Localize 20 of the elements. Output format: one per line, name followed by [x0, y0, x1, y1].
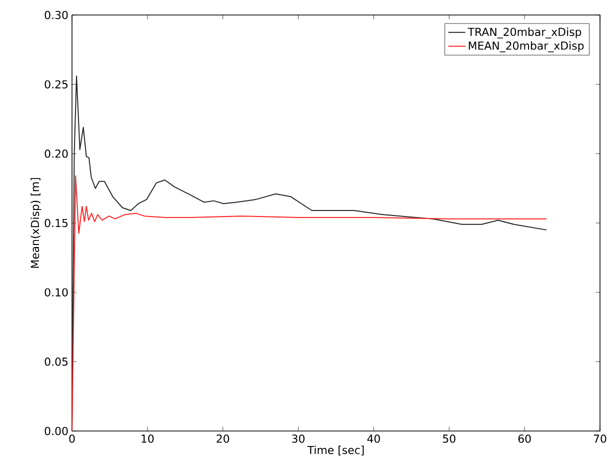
- x-tick-label: 0: [69, 434, 75, 443]
- x-axis-title: Time [sec]: [307, 446, 364, 456]
- y-axis-title: Mean(xDisp) [m]: [30, 178, 42, 268]
- y-tick-label: 0.20: [44, 150, 68, 158]
- x-tick-label: 70: [594, 434, 606, 443]
- legend-label: TRAN_20mbar_xDisp: [468, 28, 582, 38]
- x-tick-label: 40: [367, 434, 380, 443]
- y-tick-label: 0.25: [44, 80, 68, 88]
- x-tick-label: 20: [216, 434, 230, 443]
- x-tick-label: 50: [443, 434, 456, 443]
- y-tick-label: 0.05: [44, 358, 68, 366]
- x-tick-label: 60: [518, 434, 531, 443]
- legend-label: MEAN_20mbar_xDisp: [468, 41, 584, 52]
- y-tick-label: 0.10: [44, 288, 68, 296]
- x-tick-label: 30: [292, 434, 305, 443]
- x-tick-label: 10: [142, 434, 154, 443]
- line-series: [72, 175, 547, 431]
- y-tick-label: 0.00: [44, 426, 68, 436]
- y-tick-label: 0.15: [44, 218, 68, 228]
- y-tick-label: 0.30: [44, 10, 68, 20]
